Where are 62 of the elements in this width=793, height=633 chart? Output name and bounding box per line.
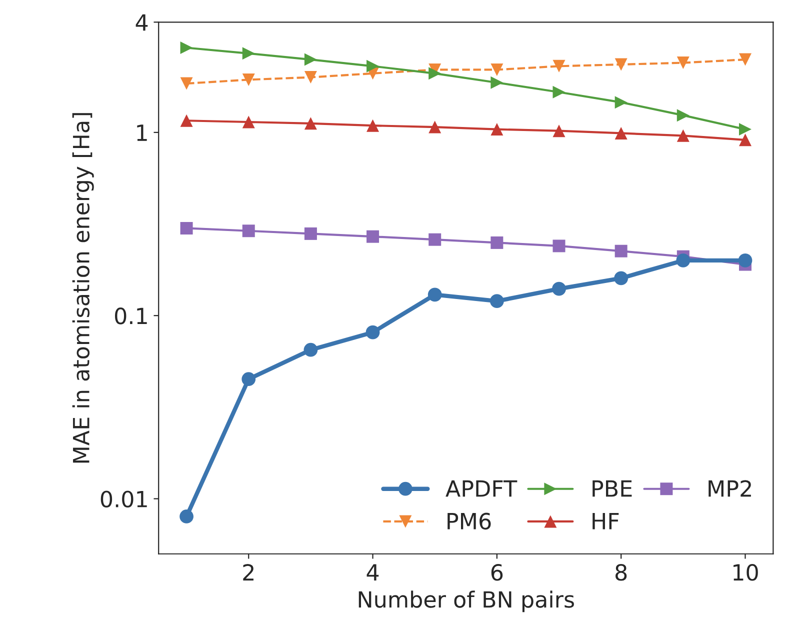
point (490, 63, 504, 76)
legend-label: MP2 (708, 480, 751, 497)
point (242, 47, 255, 60)
point (490, 123, 504, 136)
point (738, 134, 752, 146)
x-tick-label: 2 (243, 564, 254, 580)
point (180, 510, 194, 524)
point (490, 236, 504, 249)
y-tick-label: 0.1 (115, 308, 147, 324)
point (242, 372, 256, 386)
point (304, 342, 318, 357)
point (242, 116, 255, 128)
point (304, 227, 317, 240)
y-tick-label: 1 (137, 124, 147, 141)
x-axis-title: Number of BN pairs (358, 590, 574, 612)
point (366, 60, 380, 72)
point (304, 71, 317, 84)
point (366, 325, 380, 340)
point (676, 109, 690, 122)
point (180, 77, 193, 90)
point (676, 254, 690, 268)
point (738, 254, 752, 268)
point (676, 129, 690, 142)
point (614, 126, 628, 140)
point (366, 230, 380, 243)
point (614, 244, 628, 258)
point (180, 41, 193, 54)
point (552, 124, 566, 138)
point (428, 67, 442, 80)
x-tick-label: 8 (616, 564, 627, 581)
point (676, 56, 690, 70)
legend-label: PBE (592, 480, 632, 497)
point (552, 60, 566, 72)
y-axis-title: MAE in atomisation energy [Ha] (72, 113, 94, 463)
point (738, 53, 752, 66)
point (180, 222, 193, 234)
point (614, 96, 628, 109)
point (428, 288, 442, 302)
point (552, 282, 566, 296)
y-tick-label: 4 (136, 14, 148, 31)
x-tick-label: 4 (366, 564, 379, 580)
point (490, 76, 504, 89)
point (304, 117, 317, 130)
point (428, 120, 442, 134)
point (614, 271, 628, 286)
point (552, 240, 566, 252)
point (242, 224, 255, 238)
point (242, 73, 255, 86)
point (738, 123, 752, 136)
y-tick-label: 0.01 (100, 490, 147, 508)
point (180, 114, 193, 127)
legend-label: PM6 (448, 512, 491, 530)
point (614, 58, 628, 71)
point (552, 86, 566, 98)
point (304, 53, 317, 66)
x-tick-label: 10 (734, 564, 758, 581)
point (428, 233, 442, 246)
point (366, 119, 380, 132)
x-tick-label: 6 (491, 564, 503, 581)
legend-label: APDFT (446, 480, 518, 497)
legend-label: HF (592, 513, 619, 530)
point (490, 294, 504, 308)
